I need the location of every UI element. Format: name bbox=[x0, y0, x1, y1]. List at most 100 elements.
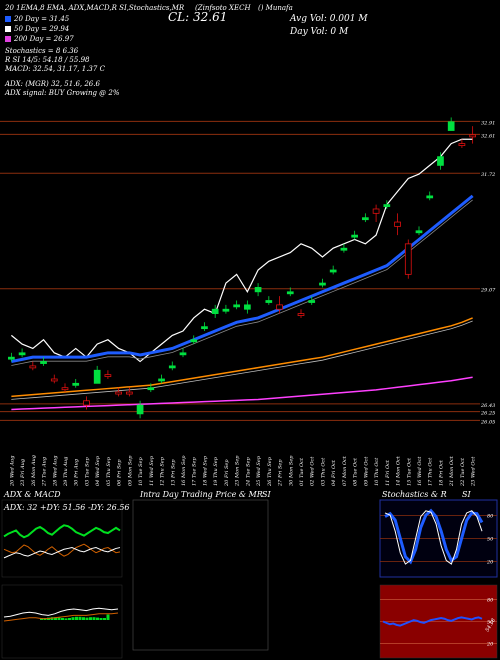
legend-200-day: 200 Day = 26.97 bbox=[5, 34, 74, 44]
candle-body bbox=[447, 121, 455, 131]
macd-hist-bar bbox=[103, 618, 106, 620]
adx-panel bbox=[1, 499, 123, 578]
date-tick-label: 12 Thu Sep bbox=[160, 456, 166, 486]
macd-stat: MACD: 32.54, 31.17, 1.37 C bbox=[5, 65, 105, 73]
date-tick-label: 05 Thu Sep bbox=[106, 456, 112, 486]
macd-hist-bar bbox=[75, 616, 78, 620]
symbol-label: (Zinfsoto XECH bbox=[195, 4, 251, 12]
price-level-label: 29.07 bbox=[480, 288, 496, 294]
date-tick-label: 27 Tue Aug bbox=[42, 457, 48, 487]
adx-panel-title: ADX & MACD bbox=[4, 490, 61, 499]
legend-50-day: 50 Day = 29.94 bbox=[5, 24, 74, 34]
price-chart: 32.91 32.61 31.72 29.07 26.43 26.25 26.05 20 We… bbox=[0, 117, 496, 487]
ema-line bbox=[10, 138, 473, 363]
candle-body bbox=[340, 247, 348, 251]
candle-body bbox=[126, 391, 133, 395]
candle-body bbox=[50, 378, 58, 382]
candle-body bbox=[115, 391, 122, 395]
candle-body bbox=[211, 308, 219, 314]
date-tick-label: 24 Tue Sep bbox=[245, 457, 251, 487]
ema-line bbox=[11, 194, 474, 364]
candle-body bbox=[426, 195, 434, 199]
candle-body bbox=[254, 287, 262, 293]
candle-body bbox=[104, 374, 112, 378]
candle-body bbox=[244, 304, 251, 310]
candle-body bbox=[286, 291, 294, 295]
candle-body bbox=[29, 365, 37, 369]
stoch-d-line bbox=[384, 508, 484, 565]
candle-body bbox=[222, 308, 230, 312]
price-level-label: 32.91 bbox=[481, 120, 495, 126]
ema-line bbox=[11, 317, 473, 398]
day-volume: Day Vol: 0 M bbox=[290, 27, 349, 37]
candle-body bbox=[308, 300, 316, 303]
legend-20-day: 20 Day = 31.45 bbox=[5, 14, 74, 24]
date-tick-label: 16 Wed Oct bbox=[417, 456, 423, 486]
macd-hist-bar bbox=[61, 618, 64, 620]
candle-body bbox=[18, 352, 26, 356]
date-tick-label: 07 Mon Oct bbox=[342, 455, 348, 486]
rsi-stat: R SI 14/5: 54.18 / 55.98 bbox=[5, 56, 90, 64]
price-level-label: 26.05 bbox=[480, 419, 495, 425]
macd-hist-bar bbox=[106, 614, 110, 620]
stoch-level-label: 80 bbox=[487, 513, 494, 519]
date-tick-label: 13 Fri Sep bbox=[170, 459, 176, 486]
price-level-label: 26.43 bbox=[480, 403, 495, 409]
stoch-level-label: 50 bbox=[487, 537, 494, 543]
legend-swatch-200 bbox=[5, 36, 11, 42]
stats-block: Stochastics = 8 6.36 R SI 14/5: 54.18 / … bbox=[5, 47, 105, 74]
price-level-label: 31.72 bbox=[481, 172, 495, 178]
candle-body bbox=[83, 400, 90, 406]
date-tick-label: 10 Tue Sep bbox=[138, 457, 144, 486]
candle-body bbox=[351, 234, 358, 238]
date-tick-label: 15 Tue Oct bbox=[406, 457, 412, 486]
adx-readout: ADX: 32 +DY: 51.56 -DY: 26.56 bbox=[3, 503, 130, 512]
candle-body bbox=[168, 365, 176, 369]
stoch-level-label: 20 bbox=[486, 560, 494, 566]
date-tick-label: 09 Wed Oct bbox=[363, 456, 369, 486]
date-tick-label: 16 Mon Sep bbox=[181, 455, 187, 486]
adx-line: ADX: (MGR) 32, 51.6, 26.6 bbox=[5, 80, 100, 88]
ema-line bbox=[11, 320, 473, 400]
macd-hist-bar bbox=[89, 617, 92, 620]
candle-body bbox=[362, 217, 369, 221]
ema-line bbox=[11, 199, 473, 366]
candle-body bbox=[319, 282, 326, 286]
macd-hist-bar bbox=[96, 617, 99, 620]
date-tick-label: 17 Thu Oct bbox=[428, 457, 434, 486]
macd-hist-bar bbox=[82, 617, 85, 620]
stoch-panel-si: SI bbox=[462, 490, 471, 499]
indicator-list: 20 1EMA,8 EMA, ADX,MACD,R SI,Stochastics… bbox=[5, 4, 185, 12]
ma-legend: 20 Day = 31.45 50 Day = 29.94 200 Day = … bbox=[5, 14, 74, 44]
date-tick-label: 04 Wed Sep bbox=[95, 455, 101, 486]
date-tick-label: 23 Fri Aug bbox=[20, 459, 26, 487]
date-tick-label: 03 Tue Sep bbox=[84, 457, 90, 486]
date-tick-label: 30 Mon Sep bbox=[288, 455, 294, 486]
date-tick-label: 11 Fri Oct bbox=[385, 459, 391, 486]
date-tick-label: 09 Mon Sep bbox=[127, 455, 133, 486]
date-tick-label: 03 Thu Oct bbox=[320, 457, 326, 486]
rsi-level-label: 80 bbox=[487, 598, 494, 604]
rsi-line bbox=[382, 616, 483, 627]
date-tick-label: 10 Thu Oct bbox=[374, 457, 380, 486]
candle-body bbox=[297, 313, 305, 316]
date-tick-label: 22 Tue Oct bbox=[460, 457, 466, 487]
stochastics-stat: Stochastics = 8 6.36 bbox=[5, 47, 79, 55]
adx-line-series bbox=[3, 547, 121, 559]
candle-body bbox=[469, 134, 476, 138]
rsi-level-label: 50 bbox=[487, 620, 494, 626]
macd-signal-line bbox=[3, 612, 119, 622]
price-level-label: 26.25 bbox=[480, 411, 495, 417]
macd-hist-bar bbox=[92, 617, 96, 620]
date-tick-label: 29 Thu Aug bbox=[63, 457, 69, 487]
candle-body bbox=[458, 143, 466, 146]
candle-body bbox=[158, 378, 165, 382]
candle-body bbox=[394, 221, 401, 227]
macd-hist-bar bbox=[78, 616, 82, 620]
date-tick-label: 04 Fri Oct bbox=[331, 459, 337, 486]
candle-body bbox=[190, 339, 198, 343]
date-tick-label: 11 Wed Sep bbox=[149, 455, 155, 486]
candle-body bbox=[61, 387, 69, 391]
stoch-panel-title: Stochastics & R bbox=[382, 490, 447, 499]
